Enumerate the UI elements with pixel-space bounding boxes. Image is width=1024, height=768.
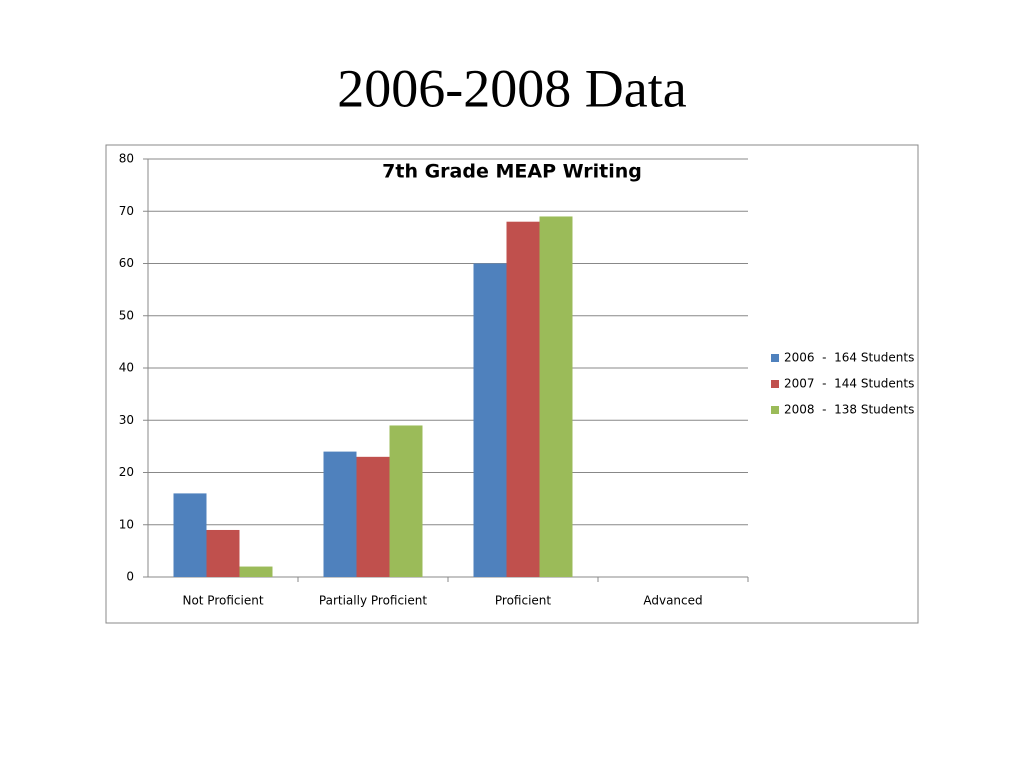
chart-title: 7th Grade MEAP Writing — [382, 161, 642, 183]
legend-swatch — [771, 380, 779, 388]
y-tick-label: 60 — [119, 256, 134, 270]
legend-swatch — [771, 406, 779, 414]
y-tick-label: 50 — [119, 308, 134, 322]
bar — [323, 451, 357, 577]
y-tick-label: 0 — [126, 570, 134, 584]
y-tick-label: 70 — [119, 204, 134, 218]
y-tick-label: 20 — [119, 465, 134, 479]
bar — [389, 425, 423, 577]
bar — [206, 529, 240, 577]
y-tick-label: 10 — [119, 517, 134, 531]
legend-swatch — [771, 354, 779, 362]
bar — [239, 566, 273, 577]
bar — [173, 493, 207, 577]
bar — [539, 216, 573, 577]
y-tick-label: 40 — [119, 361, 134, 375]
bar — [356, 456, 390, 577]
x-tick-label: Not Proficient — [182, 594, 263, 608]
legend-label: 2006 - 164 Students — [784, 351, 914, 365]
slide-title: 2006-2008 Data — [337, 58, 686, 118]
legend-label: 2007 - 144 Students — [784, 377, 914, 391]
y-tick-label: 80 — [119, 152, 134, 166]
x-tick-label: Proficient — [495, 594, 552, 608]
bar — [473, 263, 507, 577]
bar — [506, 221, 540, 577]
y-tick-label: 30 — [119, 413, 134, 427]
x-tick-label: Partially Proficient — [319, 594, 427, 608]
x-tick-label: Advanced — [643, 594, 702, 608]
legend-label: 2008 - 138 Students — [784, 403, 914, 417]
